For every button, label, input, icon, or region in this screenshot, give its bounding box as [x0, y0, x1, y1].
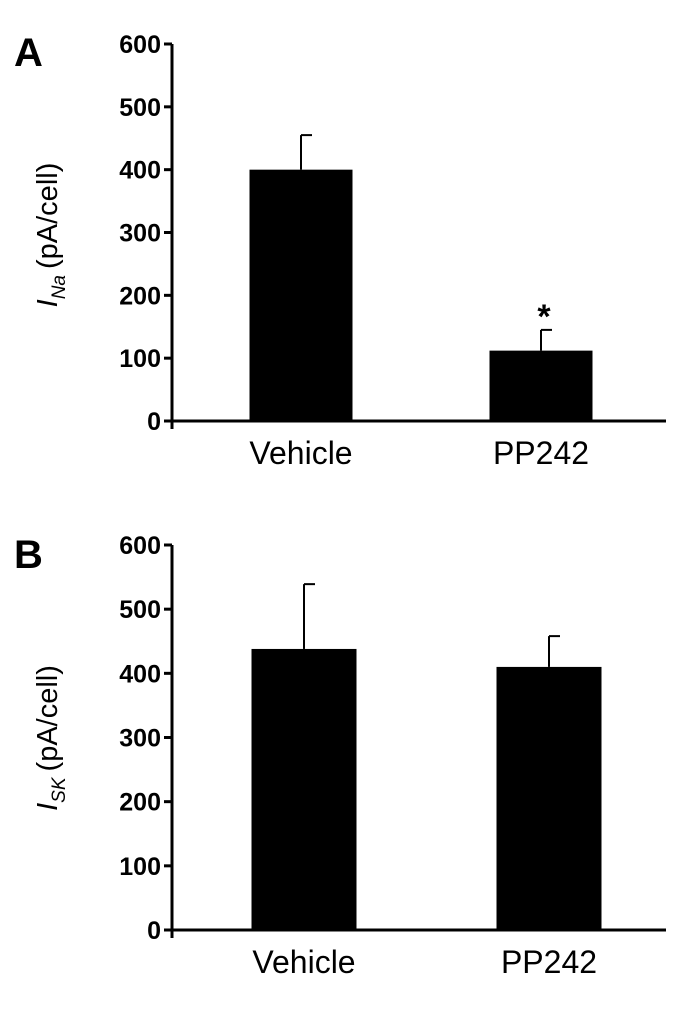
bar: [489, 350, 593, 421]
y-tick-label: 100: [119, 345, 161, 373]
bar: [249, 169, 353, 421]
y-tick-label: 500: [119, 94, 161, 122]
x-category-label: Vehicle: [249, 435, 352, 471]
y-tick-label: 100: [119, 853, 161, 881]
y-tick-label: 0: [147, 408, 161, 436]
svg-text:INa(pA/cell): INa (pA/cell): [32, 163, 70, 308]
y-axis-label: INa (pA/cell): [32, 163, 70, 308]
svg-text:ISK(pA/cell): ISK (pA/cell): [32, 665, 70, 811]
y-axis-label-symbol: I: [32, 803, 64, 811]
y-tick-label: 400: [119, 157, 161, 185]
x-category-label: Vehicle: [252, 944, 355, 980]
x-category-label: PP242: [493, 435, 589, 471]
panel-a: A INa (pA/cell) 0 100 200 300 400 500 600 Vehicl…: [14, 31, 666, 471]
y-tick-label: 600: [119, 31, 161, 59]
y-tick-label: 400: [119, 660, 161, 688]
bar: [496, 666, 602, 930]
x-category-label: PP242: [501, 944, 597, 980]
y-axis-label-subscript: SK: [49, 776, 70, 803]
y-tick-label: 300: [119, 725, 161, 753]
panel-letter: A: [14, 31, 43, 75]
y-tick-label: 600: [119, 532, 161, 560]
y-tick-label: 200: [119, 282, 161, 310]
panel-b: B ISK (pA/cell) 0 100 200 300 400 500 600 Vehicl…: [14, 532, 666, 980]
y-axis-label-unit: (pA/cell): [32, 163, 64, 269]
significance-marker: *: [537, 298, 551, 336]
panel-letter: B: [14, 533, 43, 577]
y-tick-label: 300: [119, 220, 161, 248]
bar: [251, 648, 357, 930]
y-axis-label-subscript: Na: [49, 275, 70, 299]
y-tick-label: 500: [119, 596, 161, 624]
y-tick-label: 0: [147, 917, 161, 945]
y-tick-label: 200: [119, 789, 161, 817]
y-axis-label-symbol: I: [32, 299, 64, 307]
y-axis-label: ISK (pA/cell): [32, 665, 70, 811]
y-axis-label-unit: (pA/cell): [32, 665, 64, 771]
